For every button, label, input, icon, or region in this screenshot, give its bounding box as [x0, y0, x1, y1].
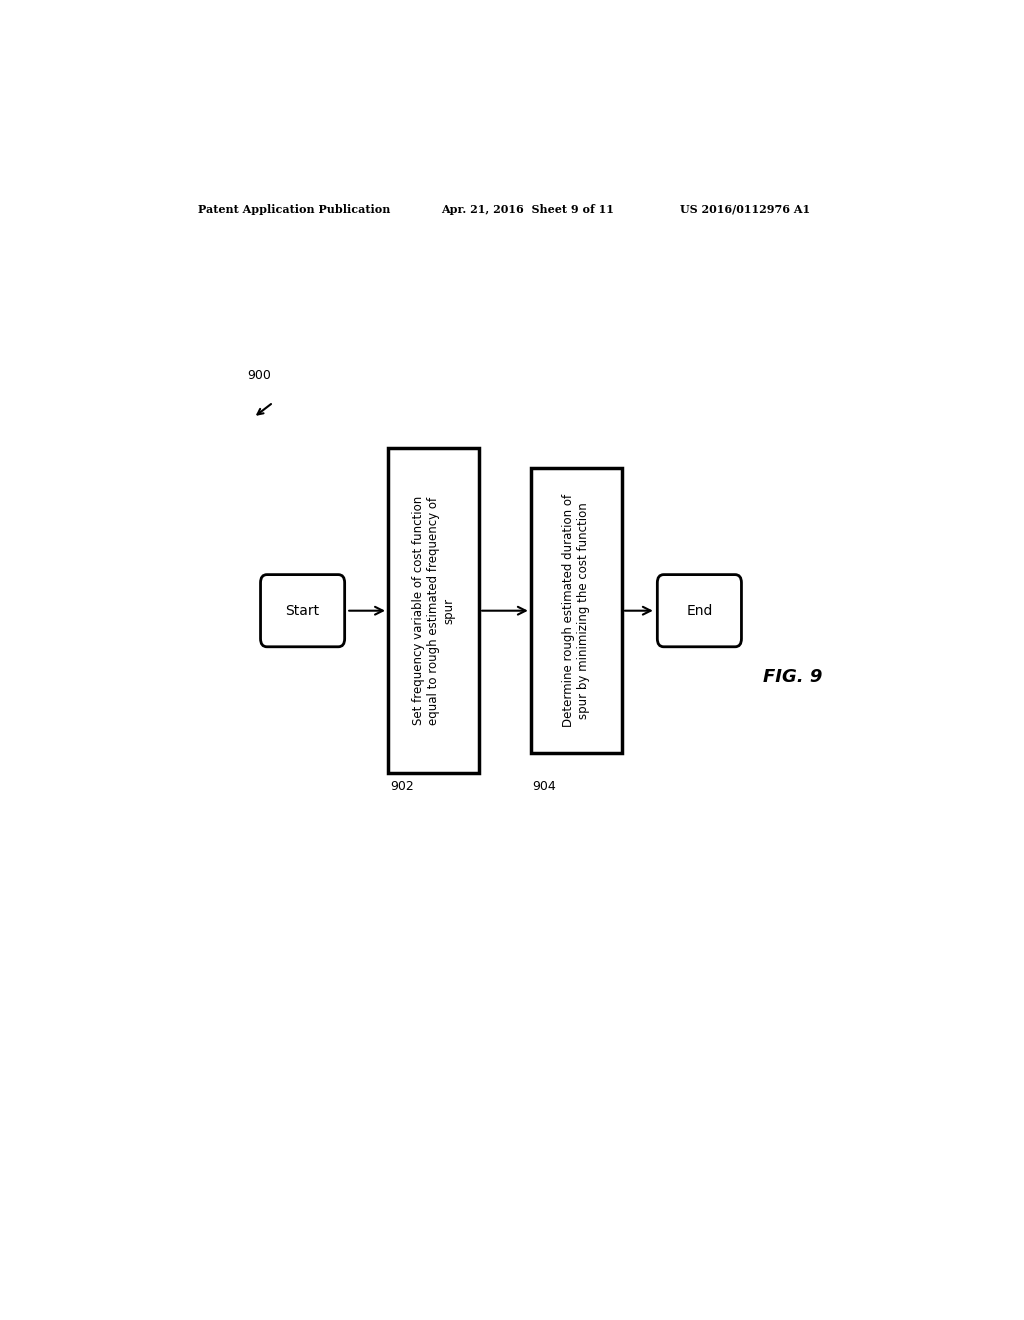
Text: Determine rough estimated duration of
spur by minimizing the cost function: Determine rough estimated duration of sp… [562, 494, 591, 727]
Text: End: End [686, 603, 713, 618]
Text: Apr. 21, 2016  Sheet 9 of 11: Apr. 21, 2016 Sheet 9 of 11 [441, 203, 614, 215]
FancyBboxPatch shape [388, 447, 479, 774]
Text: Set frequency variable of cost function
equal to rough estimated frequency of
sp: Set frequency variable of cost function … [412, 496, 455, 725]
Text: FIG. 9: FIG. 9 [763, 668, 822, 686]
FancyBboxPatch shape [657, 574, 741, 647]
Text: Start: Start [286, 603, 319, 618]
Text: 902: 902 [390, 780, 414, 793]
FancyBboxPatch shape [260, 574, 345, 647]
Text: 904: 904 [532, 780, 556, 793]
Text: Patent Application Publication: Patent Application Publication [198, 203, 390, 215]
FancyBboxPatch shape [530, 469, 622, 752]
Text: 900: 900 [247, 370, 271, 381]
Text: US 2016/0112976 A1: US 2016/0112976 A1 [680, 203, 810, 215]
